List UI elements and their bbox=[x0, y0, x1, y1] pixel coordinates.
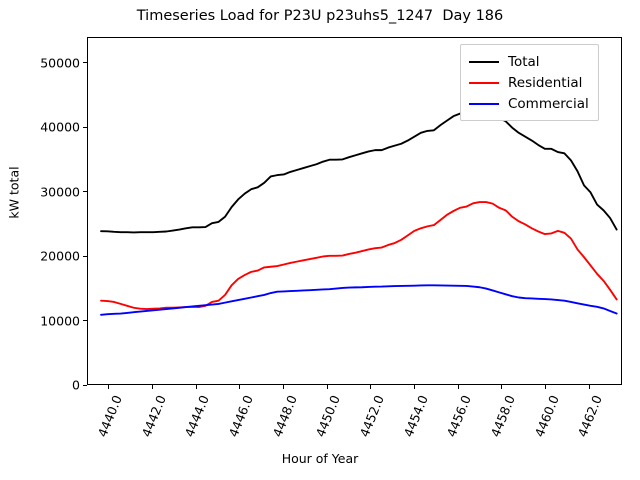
series-line-residential bbox=[100, 201, 618, 310]
legend-item-residential: Residential bbox=[469, 72, 589, 93]
y-tick-mark bbox=[83, 320, 87, 322]
y-tick-mark bbox=[83, 191, 87, 193]
x-tick-mark bbox=[283, 385, 285, 389]
x-tick-mark bbox=[152, 385, 154, 389]
y-tick-label: 10000 bbox=[40, 313, 80, 329]
x-tick-mark bbox=[326, 385, 328, 389]
legend-swatch-total-icon bbox=[469, 60, 499, 63]
x-tick-label: 4442.0 bbox=[138, 393, 169, 440]
legend-item-commercial: Commercial bbox=[469, 93, 589, 114]
series-line-total bbox=[100, 109, 618, 234]
x-tick-mark bbox=[545, 385, 547, 389]
x-tick-label: 4458.0 bbox=[487, 393, 518, 440]
x-tick-mark bbox=[195, 385, 197, 389]
x-tick-mark bbox=[501, 385, 503, 389]
legend-item-total: Total bbox=[469, 51, 589, 72]
y-tick-label: 30000 bbox=[40, 184, 80, 200]
chart-legend: Total Residential Commercial bbox=[460, 44, 599, 121]
x-tick-label: 4456.0 bbox=[443, 393, 475, 440]
y-tick-label: 40000 bbox=[40, 119, 80, 135]
chart-title: Timeseries Load for P23U p23uhs5_1247 Da… bbox=[136, 8, 504, 24]
y-tick-mark bbox=[83, 126, 87, 128]
y-tick-mark bbox=[83, 384, 87, 386]
x-tick-mark bbox=[370, 385, 372, 389]
plot-lines bbox=[100, 109, 618, 316]
y-tick-label: 20000 bbox=[40, 248, 80, 264]
x-axis-label: Hour of Year bbox=[281, 451, 359, 466]
legend-label: Total bbox=[508, 53, 540, 70]
x-tick-mark bbox=[588, 385, 590, 389]
x-tick-label: 4460.0 bbox=[531, 393, 562, 440]
x-tick-mark bbox=[108, 385, 110, 389]
plot-area bbox=[87, 37, 622, 385]
x-tick-mark bbox=[457, 385, 459, 389]
x-tick-label: 4452.0 bbox=[356, 393, 387, 440]
legend-swatch-commercial-icon bbox=[469, 102, 499, 105]
x-tick-label: 4450.0 bbox=[312, 393, 344, 440]
x-tick-label: 4446.0 bbox=[225, 393, 256, 440]
y-axis-tick-labels: 0 10000 20000 30000 40000 50000 bbox=[0, 0, 80, 480]
x-tick-label: 4444.0 bbox=[181, 393, 213, 440]
x-tick-label: 4462.0 bbox=[574, 393, 606, 440]
y-tick-mark bbox=[83, 255, 87, 257]
y-tick-label: 50000 bbox=[40, 55, 80, 71]
x-tick-label: 4454.0 bbox=[400, 393, 431, 440]
x-tick-label: 4448.0 bbox=[269, 393, 300, 440]
legend-label: Commercial bbox=[508, 95, 589, 112]
legend-swatch-residential-icon bbox=[469, 81, 499, 84]
series-line-commercial bbox=[100, 284, 618, 316]
x-tick-mark bbox=[414, 385, 416, 389]
legend-label: Residential bbox=[508, 74, 583, 91]
x-tick-mark bbox=[239, 385, 241, 389]
x-tick-label: 4440.0 bbox=[94, 393, 125, 440]
y-tick-mark bbox=[83, 62, 87, 64]
y-tick-label: 0 bbox=[72, 377, 80, 393]
